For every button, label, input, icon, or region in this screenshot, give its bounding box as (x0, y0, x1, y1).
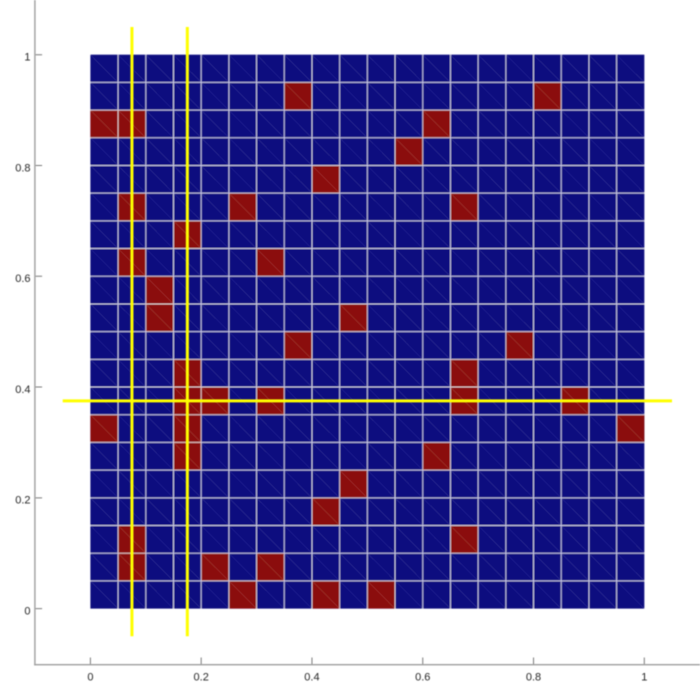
svg-text:0: 0 (24, 605, 30, 617)
svg-text:0.8: 0.8 (526, 672, 541, 684)
svg-text:1: 1 (641, 672, 647, 684)
svg-text:1: 1 (24, 52, 30, 64)
svg-text:0.6: 0.6 (415, 672, 430, 684)
svg-text:0: 0 (87, 672, 93, 684)
svg-text:0.4: 0.4 (15, 384, 30, 396)
svg-text:0.8: 0.8 (15, 162, 30, 174)
svg-text:0.4: 0.4 (304, 672, 319, 684)
svg-text:0.2: 0.2 (194, 672, 209, 684)
svg-text:0.6: 0.6 (15, 273, 30, 285)
svg-text:0.2: 0.2 (15, 495, 30, 507)
